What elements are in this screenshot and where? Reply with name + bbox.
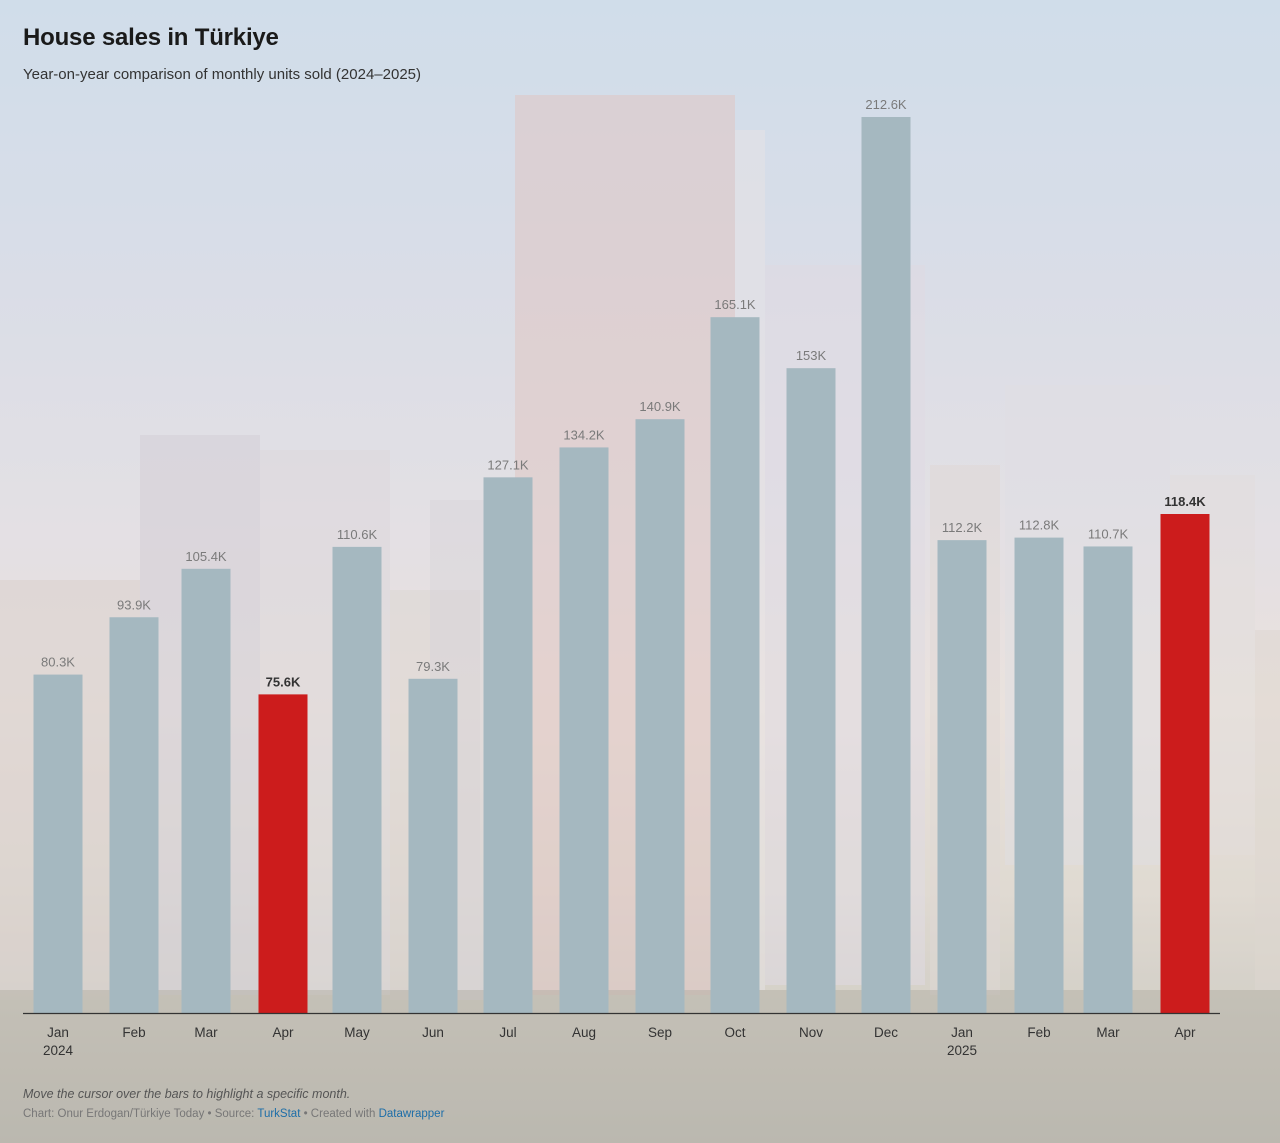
value-label: 127.1K	[487, 457, 529, 472]
value-label: 118.4K	[1164, 494, 1206, 509]
x-tick-label: Aug	[572, 1025, 596, 1040]
x-tick-label: Mar	[1096, 1025, 1120, 1040]
x-tick-label: Apr	[1174, 1025, 1196, 1040]
bar-jul-6[interactable]	[483, 477, 533, 1014]
x-tick-label: Jun	[422, 1025, 444, 1040]
value-label: 140.9K	[639, 399, 681, 414]
x-tick-label: Jan	[47, 1025, 69, 1040]
x-tick-label: May	[344, 1025, 370, 1040]
value-label: 165.1K	[714, 297, 756, 312]
bar-may-4[interactable]	[332, 546, 382, 1013]
x-tick-label: Sep	[648, 1025, 672, 1040]
bar-jan-0[interactable]	[33, 674, 83, 1013]
bar-apr-3[interactable]	[258, 694, 308, 1013]
x-tick-label: Mar	[194, 1025, 218, 1040]
value-label: 75.6K	[266, 674, 301, 689]
value-label: 80.3K	[41, 655, 75, 670]
datawrapper-link[interactable]: Datawrapper	[378, 1108, 445, 1120]
x-tick-label: Apr	[272, 1025, 294, 1040]
chart-subtitle: Year-on-year comparison of monthly units…	[23, 66, 422, 83]
x-tick-label: Feb	[1027, 1025, 1050, 1040]
x-tick-label: Nov	[799, 1025, 823, 1040]
credits-prefix: Chart: Onur Erdogan/Türkiye Today • Sour…	[23, 1108, 258, 1120]
value-label: 212.6K	[865, 97, 907, 112]
x-tick-label: Dec	[874, 1025, 898, 1040]
value-label: 93.9K	[117, 597, 151, 612]
bar-aug-7[interactable]	[559, 447, 609, 1014]
value-label: 112.2K	[942, 520, 983, 535]
chart-credits: Chart: Onur Erdogan/Türkiye Today • Sour…	[23, 1108, 444, 1120]
bar-feb-13[interactable]	[1014, 537, 1064, 1013]
bar-nov-10[interactable]	[786, 368, 836, 1013]
x-tick-label: Jan	[951, 1025, 973, 1040]
value-label: 105.4K	[185, 549, 227, 564]
value-label: 134.2K	[563, 427, 605, 442]
bar-mar-14[interactable]	[1083, 546, 1133, 1013]
credits-middle: • Created with	[300, 1108, 379, 1120]
x-tick-label: Feb	[122, 1025, 145, 1040]
value-label: 110.7K	[1088, 526, 1129, 541]
x-tick-label: Jul	[499, 1025, 516, 1040]
source-link[interactable]: TurkStat	[257, 1108, 301, 1120]
bar-oct-9[interactable]	[710, 317, 760, 1014]
x-year-label: 2025	[947, 1043, 977, 1058]
value-label: 110.6K	[337, 527, 378, 542]
value-label: 153K	[796, 348, 827, 363]
bar-sep-8[interactable]	[635, 419, 685, 1014]
hover-instruction-note: Move the cursor over the bars to highlig…	[23, 1087, 351, 1101]
bar-mar-2[interactable]	[181, 568, 231, 1013]
bar-apr-15[interactable]	[1160, 514, 1210, 1013]
bar-dec-11[interactable]	[861, 117, 911, 1013]
x-tick-label: Oct	[724, 1025, 745, 1040]
x-year-label: 2024	[43, 1043, 74, 1058]
bar-feb-1[interactable]	[109, 617, 159, 1013]
bar-jun-5[interactable]	[408, 678, 458, 1013]
bar-jan-12[interactable]	[937, 540, 987, 1013]
value-label: 79.3K	[416, 659, 450, 674]
value-label: 112.8K	[1019, 518, 1060, 533]
chart-title: House sales in Türkiye	[23, 24, 279, 51]
